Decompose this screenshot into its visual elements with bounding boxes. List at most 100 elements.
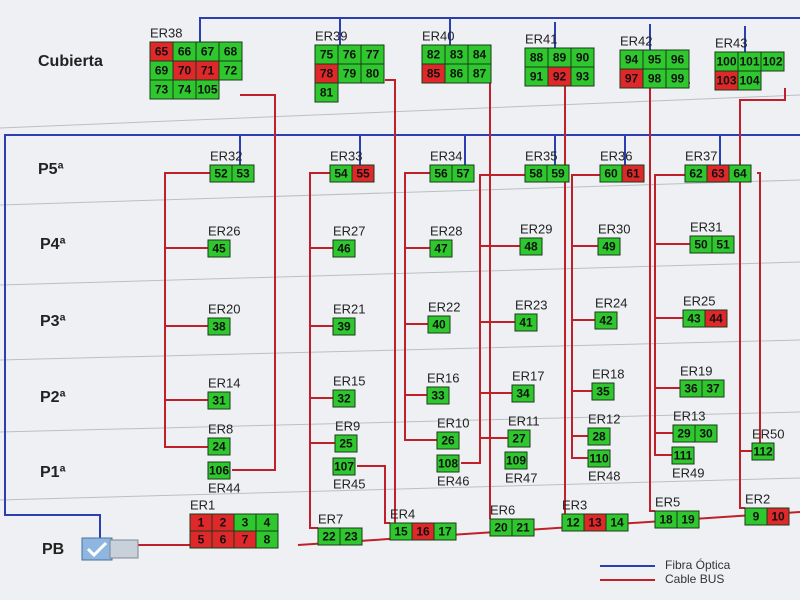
cell-number: 15: [394, 525, 408, 539]
node-label: ER13: [673, 408, 706, 423]
node: ER11 27: [507, 413, 540, 448]
cell-number: 91: [530, 70, 544, 84]
cell: [207, 391, 231, 410]
cell-number: 75: [320, 48, 334, 62]
node-label: ER41: [525, 31, 558, 46]
cell: [332, 389, 356, 408]
node: ER19 36 37: [679, 363, 725, 398]
cell: [621, 164, 645, 183]
cell: [737, 70, 762, 91]
node: ER45 107: [332, 457, 366, 491]
node: ER44 106: [207, 461, 241, 495]
cell-number: 16: [416, 525, 430, 539]
node: ER10 26: [436, 415, 470, 450]
cell-number: 92: [553, 70, 567, 84]
node: ER15 32: [332, 373, 366, 408]
node-label: ER23: [515, 297, 548, 312]
cell: [332, 457, 356, 476]
node: ER32 52 53: [209, 148, 255, 183]
legend-label: Fibra Óptica: [665, 557, 731, 572]
cell-number: 87: [473, 67, 487, 81]
cell: [751, 442, 775, 461]
node-label: ER19: [680, 363, 713, 378]
cell-number: 70: [178, 64, 192, 78]
node-label: ER24: [595, 295, 628, 310]
cell-number: 12: [566, 516, 580, 530]
cell-number: 32: [337, 392, 351, 406]
cell-number: 60: [604, 167, 618, 181]
cell: [766, 507, 790, 526]
cell-number: 34: [516, 387, 530, 401]
node: ER30 49: [597, 221, 631, 256]
cell-number: 100: [716, 55, 736, 69]
node-label: ER46: [437, 473, 470, 488]
cell-number: 108: [438, 457, 458, 471]
cell-number: 86: [450, 67, 464, 81]
node-label: ER10: [437, 415, 470, 430]
cell-number: 8: [264, 533, 271, 547]
cell: [451, 164, 475, 183]
floor-label: P4ª: [40, 236, 66, 253]
node: ER43 100 101 102 103 104: [714, 35, 785, 91]
node-label: ER28: [430, 223, 463, 238]
cell-number: 105: [197, 83, 217, 97]
cell: [426, 386, 450, 405]
cell-number: 13: [588, 516, 602, 530]
floor-label: P3ª: [40, 313, 66, 330]
node: ER35 58 59: [524, 148, 570, 183]
cell-number: 64: [733, 167, 747, 181]
cell-number: 35: [596, 385, 610, 399]
cell-number: 90: [576, 51, 590, 65]
node: ER49 111: [671, 446, 705, 480]
cell-number: 51: [716, 238, 730, 252]
cell-number: 77: [366, 48, 380, 62]
node: ER48 110: [587, 449, 621, 483]
node: ER37 62 63 64: [684, 148, 752, 183]
node: ER21 39: [332, 301, 366, 336]
cell-number: 78: [320, 67, 334, 81]
cell: [360, 63, 385, 84]
cell-number: 5: [198, 533, 205, 547]
node: ER5 18 19: [654, 494, 700, 529]
node: ER46 108: [436, 454, 470, 488]
cell-number: 28: [592, 430, 606, 444]
cell-number: 57: [456, 167, 470, 181]
cell-number: 73: [155, 83, 169, 97]
node-label: ER8: [208, 421, 233, 436]
cell-number: 39: [337, 320, 351, 334]
cell-number: 101: [739, 55, 759, 69]
cell-number: 84: [473, 48, 487, 62]
cell: [570, 66, 595, 87]
cell-number: 71: [201, 64, 215, 78]
node: ER27 46: [332, 223, 366, 258]
cell-number: 49: [602, 240, 616, 254]
cell-number: 22: [322, 530, 336, 544]
cell-number: 93: [576, 70, 590, 84]
node: ER39 75 76 77 78 79 80 81: [314, 28, 385, 103]
node-label: ER7: [318, 511, 343, 526]
cell: [676, 510, 700, 529]
node: ER29 48: [519, 221, 553, 256]
cell: [511, 518, 535, 537]
node: ER25 43 44: [682, 293, 728, 328]
cell-number: 58: [529, 167, 543, 181]
node-label: ER3: [562, 497, 587, 512]
cell: [605, 513, 629, 532]
cell: [728, 164, 752, 183]
node-label: ER38: [150, 25, 183, 40]
cell-number: 24: [212, 440, 226, 454]
cell-number: 112: [753, 445, 773, 459]
node: ER17 34: [511, 368, 545, 403]
node: ER38 65 66 67 68 69 70 71 72 73 74 105: [149, 25, 243, 100]
cell-number: 59: [551, 167, 565, 181]
cell: [597, 237, 621, 256]
node: ER14 31: [207, 375, 241, 410]
cell-number: 48: [524, 240, 538, 254]
node: ER23 41: [514, 297, 548, 332]
cell-number: 96: [671, 53, 685, 67]
node: ER16 33: [426, 370, 460, 405]
cell-number: 55: [356, 167, 370, 181]
cell-number: 88: [530, 51, 544, 65]
node: ER33 54 55: [329, 148, 375, 183]
